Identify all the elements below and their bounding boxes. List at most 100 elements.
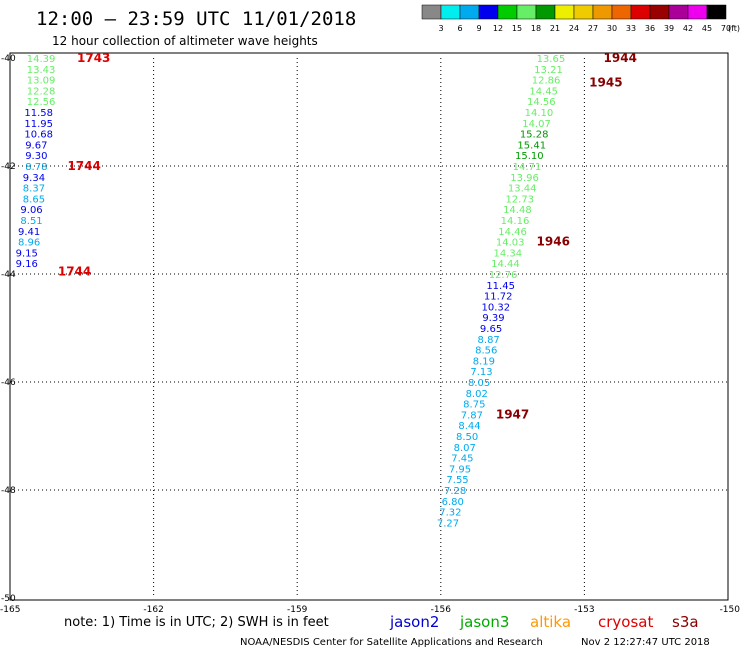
- swh-value: 14.56: [527, 97, 556, 108]
- y-tick-label: -42: [1, 162, 16, 172]
- swh-value: 8.44: [458, 421, 480, 432]
- colorbar-label: 45: [702, 24, 712, 33]
- colorbar-label: 6: [457, 24, 462, 33]
- swh-value: 8.02: [466, 389, 488, 400]
- swh-value: 14.45: [529, 86, 558, 97]
- swh-value: 13.96: [510, 173, 539, 184]
- swh-value: 8.07: [454, 443, 476, 454]
- swh-value: 13.65: [537, 54, 566, 65]
- time-label: 1744: [67, 159, 100, 173]
- y-tick-label: -48: [1, 486, 16, 496]
- time-label: 1947: [496, 407, 529, 421]
- colorbar-label: 33: [626, 24, 636, 33]
- swh-value: 9.06: [20, 205, 42, 216]
- legend-cryosat: cryosat: [598, 613, 653, 631]
- colorbar-label: 3: [438, 24, 443, 33]
- colorbar-swatch: [573, 4, 594, 20]
- x-tick-label: -150: [720, 605, 740, 615]
- time-label: 1744: [58, 264, 91, 278]
- swh-value: 14.44: [491, 259, 520, 270]
- time-label: 1743: [77, 51, 110, 65]
- swh-value: 15.10: [515, 151, 544, 162]
- swh-value: 8.19: [473, 356, 495, 367]
- swh-value: 12.56: [27, 97, 56, 108]
- swh-value: 7.32: [439, 508, 461, 519]
- colorbar-swatch: [611, 4, 632, 20]
- swh-value: 7.87: [461, 410, 483, 421]
- legend-altika: altika: [530, 613, 571, 631]
- swh-value: 9.41: [18, 227, 40, 238]
- swh-value: 14.48: [503, 205, 532, 216]
- swh-value: 9.39: [482, 313, 504, 324]
- colorbar-label: 21: [550, 24, 560, 33]
- swh-value: 12.86: [532, 76, 561, 87]
- colorbar-label: 24: [569, 24, 579, 33]
- colorbar-label: 70: [721, 24, 731, 33]
- swh-value: 7.45: [451, 454, 473, 465]
- swh-value: 13.09: [27, 76, 56, 87]
- swh-value: 8.78: [25, 162, 47, 173]
- swh-value: 14.10: [525, 108, 554, 119]
- colorbar-label: 9: [476, 24, 481, 33]
- colorbar-label: 30: [607, 24, 617, 33]
- colorbar-label: 36: [645, 24, 655, 33]
- page-title: 12:00 – 23:59 UTC 11/01/2018: [36, 8, 356, 30]
- colorbar-label: 42: [683, 24, 693, 33]
- legend-jason2: jason2: [389, 613, 439, 631]
- swh-value: 9.16: [16, 259, 38, 270]
- colorbar-swatch: [706, 4, 727, 20]
- y-tick-label: -46: [1, 378, 16, 388]
- colorbar-label: 15: [512, 24, 522, 33]
- swh-value: 8.87: [478, 335, 500, 346]
- colorbar-swatch: [592, 4, 613, 20]
- swh-value: 8.75: [463, 400, 485, 411]
- swh-value: 7.95: [449, 464, 471, 475]
- credit-text: NOAA/NESDIS Center for Satellite Applica…: [240, 637, 543, 648]
- swh-value: 11.58: [24, 108, 53, 119]
- y-tick-label: -50: [1, 594, 16, 604]
- swh-value: 12.76: [489, 270, 518, 281]
- swh-value: 7.13: [470, 367, 492, 378]
- colorbar-label: (ft): [728, 24, 740, 33]
- swh-value: 9.30: [25, 151, 47, 162]
- timestamp-text: Nov 2 12:27:47 UTC 2018: [581, 637, 710, 648]
- swh-value: 6.80: [442, 497, 464, 508]
- swh-value: 8.51: [20, 216, 42, 227]
- swh-value: 8.37: [23, 184, 45, 195]
- footnote: note: 1) Time is in UTC; 2) SWH is in fe…: [64, 615, 329, 630]
- swh-value: 14.07: [522, 119, 551, 130]
- legend-jason3: jason3: [459, 613, 509, 631]
- time-label: 1945: [589, 75, 622, 89]
- satellite-legend: jason2 jason3 altika cryosat s3a: [389, 613, 699, 631]
- legend-s3a: s3a: [672, 613, 699, 631]
- swh-value: 10.32: [482, 302, 511, 313]
- x-tick-label: -159: [287, 605, 308, 615]
- colorbar-legend: 3 6 9 12 15 18 21 24 27 30 33 36 39 42 45 70(ft): [421, 4, 740, 33]
- swh-value: 15.28: [520, 130, 549, 141]
- colorbar-swatch: [535, 4, 556, 20]
- swh-value: 13.21: [534, 65, 563, 76]
- swh-value: 9.67: [25, 140, 47, 151]
- colorbar-swatch: [668, 4, 689, 20]
- swh-value: 12.28: [27, 86, 56, 97]
- swh-value: 15.41: [517, 140, 546, 151]
- y-tick-label: -40: [1, 54, 16, 64]
- swh-value: 13.43: [27, 65, 56, 76]
- time-label: 1946: [537, 235, 570, 249]
- swh-value: 8.50: [456, 432, 478, 443]
- swh-value: 14.39: [27, 54, 56, 65]
- swh-value: 14.46: [498, 227, 527, 238]
- swh-value: 7.27: [437, 518, 459, 529]
- swh-value: 13.44: [508, 184, 537, 195]
- x-tick-label: -156: [431, 605, 452, 615]
- colorbar-swatch: [554, 4, 575, 20]
- x-tick-label: -162: [143, 605, 163, 615]
- swh-value: 12.73: [505, 194, 534, 205]
- colorbar-swatch: [687, 4, 708, 20]
- axis-ticks: -165 -162 -159 -156 -153 -150 -40 -42 -44 -46 -48 -…: [0, 54, 740, 615]
- time-label: 1944: [604, 51, 637, 65]
- swh-value: 9.15: [16, 248, 38, 259]
- colorbar-swatch: [421, 4, 442, 20]
- colorbar-swatch: [630, 4, 651, 20]
- colorbar-swatch: [649, 4, 670, 20]
